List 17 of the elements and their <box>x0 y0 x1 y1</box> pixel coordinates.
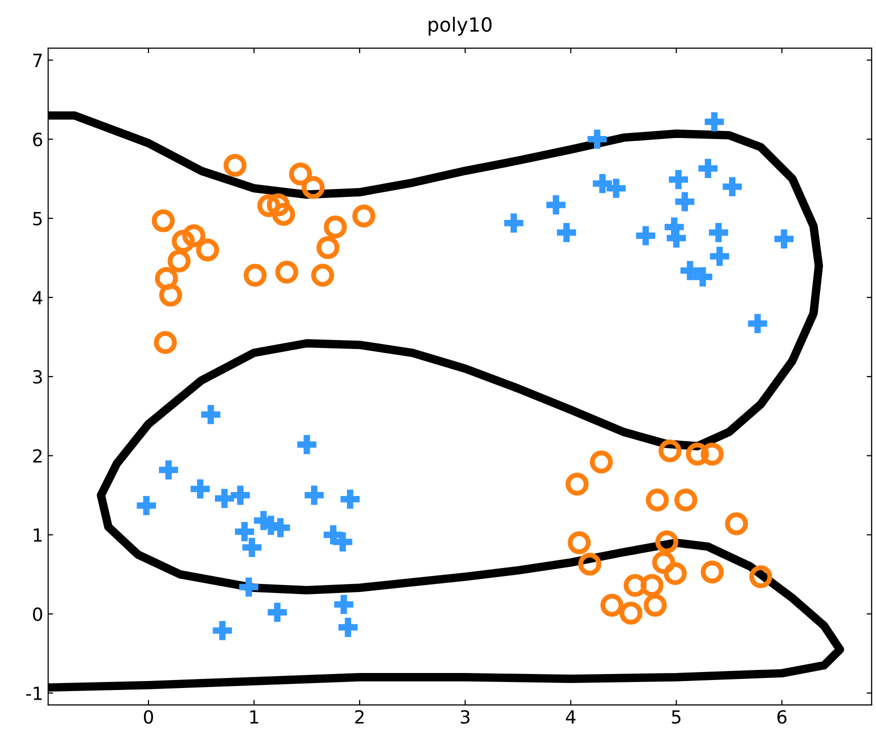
y-tick-label: 0 <box>33 607 42 622</box>
chart-title: poly10 <box>428 16 492 36</box>
x-tick-label: 3 <box>460 710 470 724</box>
y-tick-label: 5 <box>33 212 42 226</box>
x-tick-label: 0 <box>144 710 154 724</box>
y-tick-label: -1 <box>26 686 42 700</box>
y-tick-label: 4 <box>32 291 42 304</box>
x-tick-label: 1 <box>250 710 258 724</box>
y-tick-label: 3 <box>33 370 42 384</box>
x-tick-label: 4 <box>566 710 576 724</box>
x-tick-label: 2 <box>355 710 364 724</box>
y-tick-label: 2 <box>33 449 42 463</box>
y-tick-label: 7 <box>33 54 42 67</box>
y-tick-label: 1 <box>34 528 42 542</box>
x-tick-label: 6 <box>777 710 786 724</box>
y-tick-label: 6 <box>33 132 42 146</box>
x-tick-label: 5 <box>672 710 680 724</box>
